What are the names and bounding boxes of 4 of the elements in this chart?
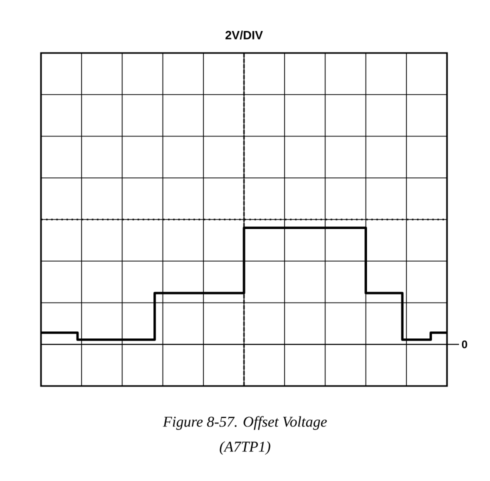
text: (A7TP1) — [220, 441, 270, 455]
text: Figure 8-57. Offset Voltage — [162, 416, 327, 430]
ref-line-label: 0 — [462, 340, 468, 348]
chart-title: 2V/DIV — [225, 30, 263, 40]
